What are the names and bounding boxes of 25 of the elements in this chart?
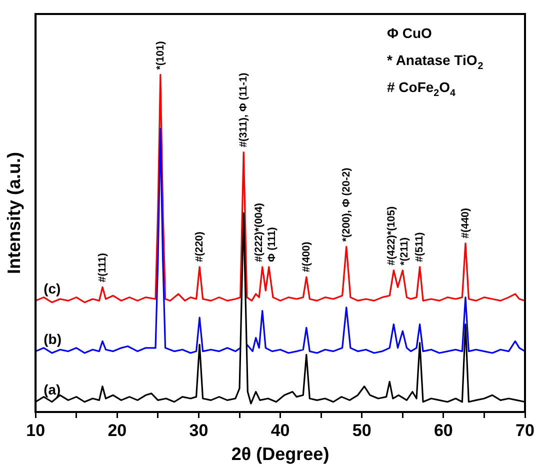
x-tick-label: 20: [108, 420, 127, 440]
annotation: #(111): [96, 253, 108, 282]
series-label: (a): [44, 382, 61, 398]
annotation: *(101): [154, 41, 166, 70]
x-tick-label: 10: [26, 420, 46, 440]
annotation: Φ (111): [266, 227, 278, 262]
x-tick-label: 40: [270, 420, 290, 440]
annotation: #(400): [300, 242, 312, 272]
annotation: *(200), Φ (20-2): [340, 168, 352, 242]
annotation: #(220): [193, 232, 206, 262]
x-tick-label: 50: [352, 420, 372, 440]
annotation: #(511): [414, 232, 426, 262]
series-label: (b): [44, 331, 62, 348]
x-tick-label: 30: [189, 420, 208, 440]
annotation: *(211): [398, 237, 411, 266]
x-tick-label: 70: [516, 420, 534, 440]
annotation: #(440): [459, 208, 472, 238]
x-tick-label: 60: [434, 420, 453, 440]
y-axis-title: Intensity (a.u.): [4, 152, 24, 274]
annotation: #(311), Φ (11-1): [237, 72, 250, 148]
x-axis-title: 2θ (Degree): [231, 444, 330, 464]
annotation: #(422)*(105): [386, 206, 398, 266]
annotation: #(222)*(004): [253, 203, 266, 262]
series-label: (c): [44, 280, 61, 297]
text: Φ CuO: [387, 25, 432, 41]
